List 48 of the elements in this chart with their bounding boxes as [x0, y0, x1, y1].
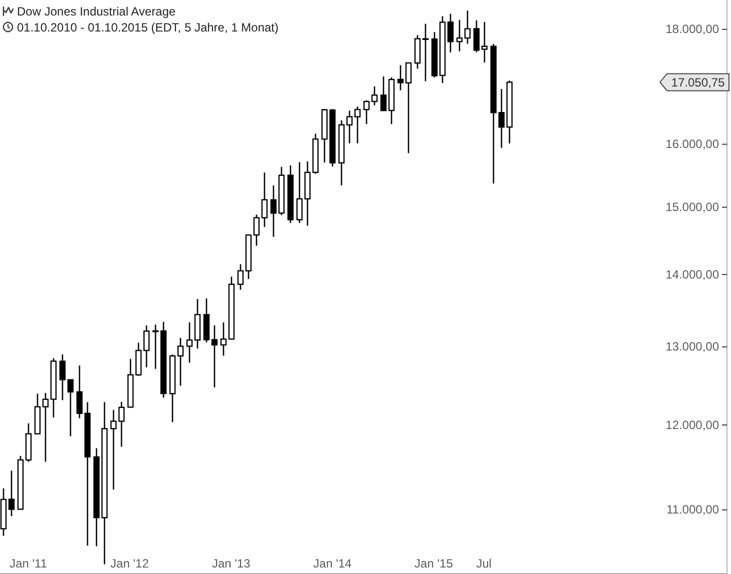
y-tick-label: 14.000,00	[666, 267, 720, 282]
candlestick	[371, 86, 378, 106]
candlestick	[405, 62, 412, 154]
candlestick	[397, 64, 404, 91]
candlestick	[220, 322, 227, 356]
candlestick	[498, 88, 505, 148]
candlestick	[422, 23, 429, 82]
text: 01.10.2010 - 01.10.2015 (EDT, 5 Jahre, 1 Monat)	[17, 20, 278, 34]
x-tick-label: Jan '11	[10, 556, 48, 570]
chart-title: Dow Jones Industrial Average	[17, 4, 176, 18]
candlestick	[354, 106, 361, 144]
candlestick	[456, 19, 463, 52]
y-tick-label: 15.000,00	[666, 200, 720, 214]
y-tick-label: 13.000,00	[666, 340, 720, 354]
x-tick-label: Jul	[476, 556, 492, 570]
candlestick	[363, 100, 370, 125]
candlestick	[143, 324, 150, 368]
candlestick	[473, 20, 480, 53]
candlestick	[186, 322, 193, 364]
candlestick	[211, 324, 218, 388]
candlestick	[177, 337, 184, 386]
candlestick	[8, 470, 15, 517]
candlestick	[296, 161, 303, 224]
candlestick	[110, 409, 117, 490]
candlestick	[464, 10, 471, 44]
y-tick-label: 11.000,00	[666, 502, 720, 517]
candlestick	[237, 264, 244, 290]
y-tick-label: 18.000,00	[666, 22, 720, 36]
candlestick	[253, 214, 260, 246]
x-tick-label: Jan '15	[414, 556, 454, 570]
y-tick-label: 16.000,00	[666, 137, 720, 152]
candlestick	[152, 324, 159, 370]
annotation: 17.050,75	[671, 76, 726, 90]
candlestick	[270, 184, 277, 238]
x-tick-label: Jan '14	[313, 556, 352, 570]
candlestick	[261, 172, 268, 228]
candlestick	[346, 110, 353, 144]
candlestick	[447, 13, 454, 54]
candlestick	[67, 379, 74, 437]
candlestick	[59, 354, 66, 401]
x-tick-label: Jan '13	[212, 556, 251, 570]
candlestick	[380, 76, 387, 112]
candlestick	[42, 392, 49, 462]
y-tick-label: 12.000,00	[666, 418, 720, 432]
candlestick	[118, 401, 125, 448]
x-tick-label: Jan '12	[110, 556, 150, 570]
candlestick	[76, 364, 83, 419]
candlestick	[481, 21, 488, 64]
